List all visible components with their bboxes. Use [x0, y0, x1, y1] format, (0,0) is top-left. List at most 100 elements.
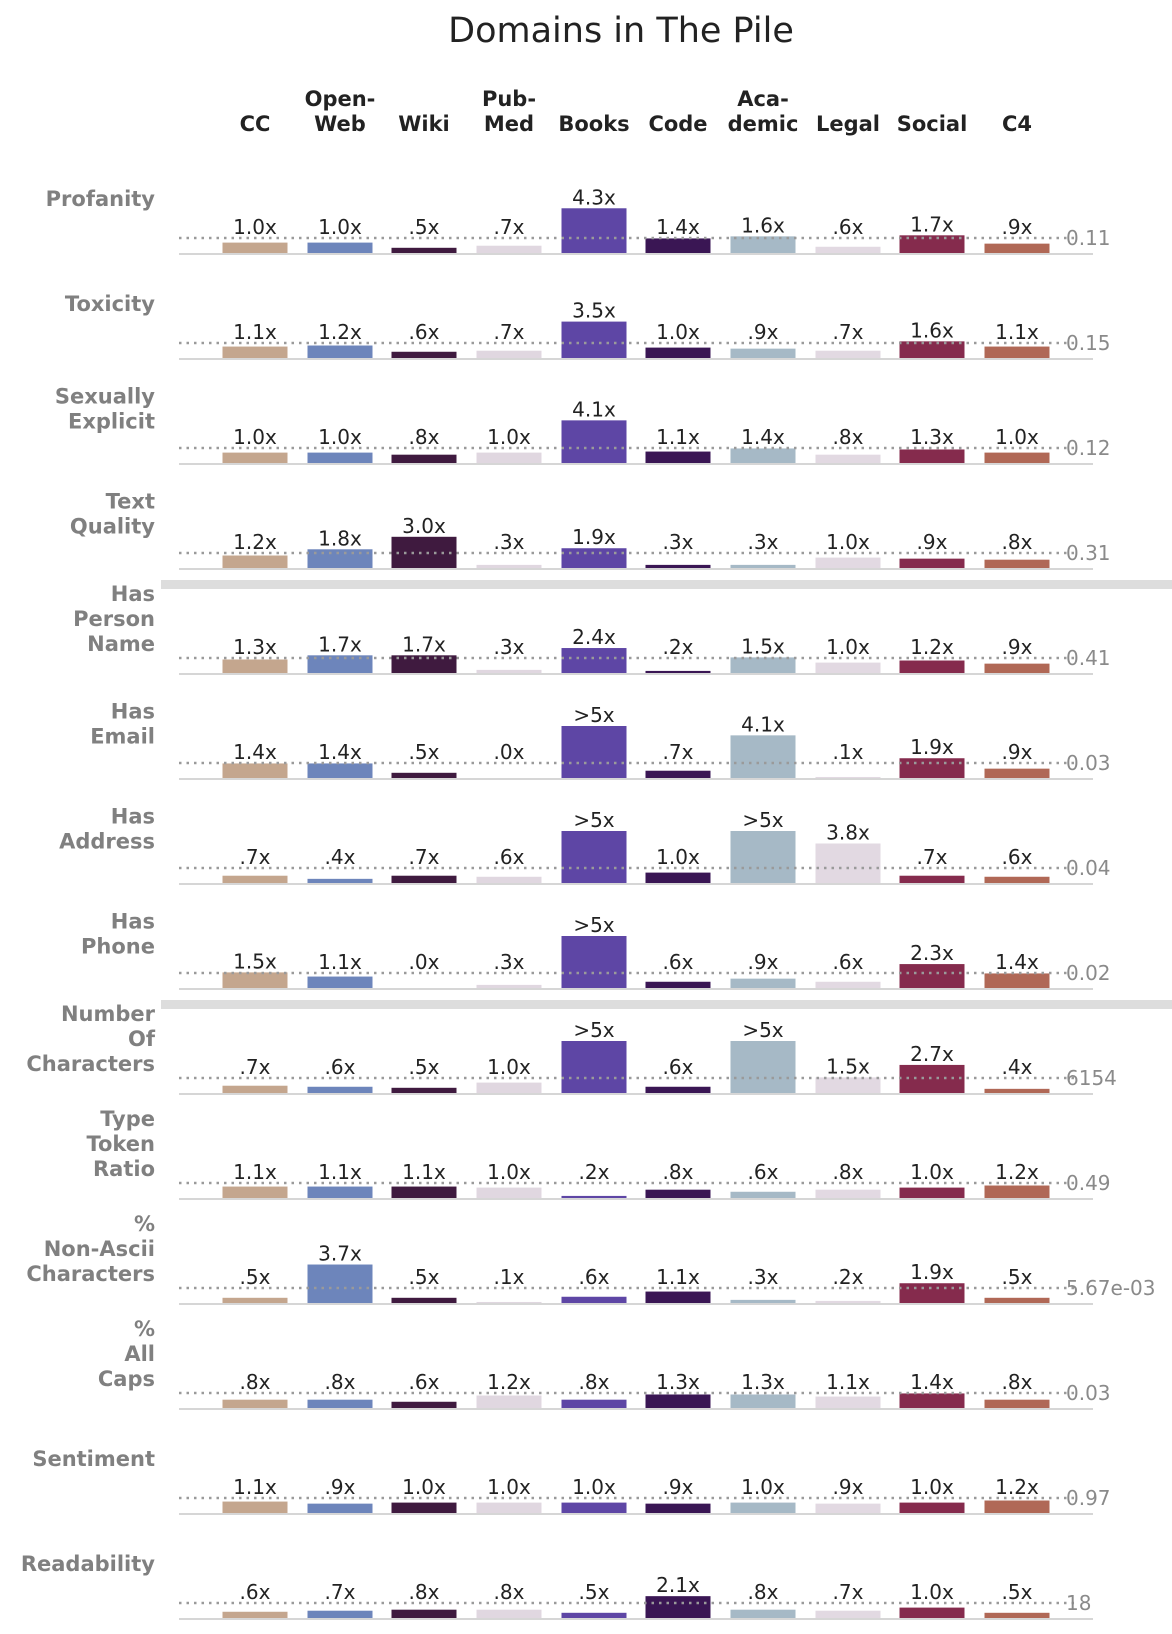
bar	[476, 669, 542, 673]
bar	[730, 1041, 796, 1093]
bar	[899, 964, 965, 988]
bar	[645, 1189, 711, 1198]
bar	[476, 1187, 542, 1198]
value-label: 1.7x	[318, 632, 362, 656]
bar	[307, 763, 373, 778]
baseline-value: 0.03	[1066, 751, 1111, 775]
value-label: 1.4x	[995, 950, 1039, 974]
bar	[476, 245, 542, 253]
bar	[222, 1085, 288, 1093]
value-label: 1.1x	[233, 320, 277, 344]
value-label: .6x	[240, 1580, 271, 1604]
bar	[815, 843, 881, 883]
bar	[645, 670, 711, 673]
bar	[307, 242, 373, 253]
bar	[307, 549, 373, 568]
row-group: Readability .6x .7x .8x .8x .5x 2.1x .8x .7x 1.0x…	[21, 1552, 1093, 1620]
bar	[984, 1297, 1050, 1303]
bar	[899, 1283, 965, 1303]
value-label: 1.2x	[487, 1370, 531, 1394]
column-header: CC	[240, 112, 271, 136]
value-label: 1.9x	[572, 525, 616, 549]
value-label: .8x	[663, 1160, 694, 1184]
column-header: demic	[728, 112, 799, 136]
bar	[307, 1399, 373, 1408]
bar	[815, 246, 881, 253]
value-label: .5x	[409, 1055, 440, 1079]
value-label: 1.5x	[826, 1054, 870, 1078]
row-label: Has	[111, 805, 155, 829]
bar	[222, 452, 288, 463]
value-label: 4.3x	[572, 185, 616, 209]
value-label: .0x	[409, 950, 440, 974]
value-label: .3x	[494, 635, 525, 659]
value-label: .6x	[663, 950, 694, 974]
bar	[730, 348, 796, 358]
value-label: 1.2x	[233, 530, 277, 554]
value-label: 1.4x	[741, 425, 785, 449]
column-header: Wiki	[398, 112, 450, 136]
bar	[561, 321, 627, 358]
row-label: Characters	[26, 1262, 155, 1286]
row-label: Number	[61, 1002, 156, 1026]
bar	[307, 1264, 373, 1303]
value-label: 1.0x	[402, 1475, 446, 1499]
value-label: 2.4x	[572, 625, 616, 649]
value-label: 1.0x	[487, 1475, 531, 1499]
value-label: 1.3x	[741, 1370, 785, 1394]
bar	[899, 558, 965, 568]
value-label: 1.0x	[233, 215, 277, 239]
bar	[984, 1185, 1050, 1198]
value-label: 1.0x	[487, 425, 531, 449]
bar	[307, 1610, 373, 1618]
bar	[730, 657, 796, 673]
value-label: .6x	[494, 845, 525, 869]
bar	[815, 1503, 881, 1513]
bar	[476, 350, 542, 358]
bar	[730, 735, 796, 778]
bar	[899, 1064, 965, 1093]
row-label: Caps	[98, 1367, 155, 1391]
column-header: Legal	[816, 112, 880, 136]
value-label: .8x	[1002, 1370, 1033, 1394]
bar	[561, 1041, 627, 1093]
value-label: .8x	[1002, 530, 1033, 554]
bar	[391, 1087, 457, 1093]
bar	[899, 1393, 965, 1408]
bar	[222, 242, 288, 253]
value-label: .3x	[748, 1265, 779, 1289]
row-label: Person	[73, 607, 155, 631]
value-label: .6x	[325, 1055, 356, 1079]
bar	[307, 1503, 373, 1513]
value-label: 1.2x	[318, 320, 362, 344]
row-label: All	[124, 1342, 155, 1366]
bar	[476, 876, 542, 883]
value-label: .8x	[494, 1580, 525, 1604]
value-label: 1.9x	[910, 1260, 954, 1284]
bar	[222, 1611, 288, 1618]
value-label: 1.3x	[910, 425, 954, 449]
bar	[645, 1394, 711, 1408]
bar	[730, 1394, 796, 1408]
value-label: .7x	[240, 845, 271, 869]
value-label: 1.0x	[233, 425, 277, 449]
column-header: Web	[314, 112, 366, 136]
bar	[222, 1297, 288, 1303]
row-label: Profanity	[46, 187, 156, 211]
bar	[984, 243, 1050, 253]
bar	[222, 1399, 288, 1408]
baseline-value: 18	[1066, 1591, 1091, 1615]
bar	[645, 872, 711, 883]
value-label: .3x	[663, 530, 694, 554]
column-header: Books	[558, 112, 629, 136]
row-label: Characters	[26, 1052, 155, 1076]
value-label: .8x	[325, 1370, 356, 1394]
value-label: .5x	[409, 740, 440, 764]
bar	[730, 1502, 796, 1513]
value-label: 1.4x	[656, 215, 700, 239]
bar	[561, 1399, 627, 1408]
bar	[476, 1082, 542, 1093]
bar	[984, 768, 1050, 778]
